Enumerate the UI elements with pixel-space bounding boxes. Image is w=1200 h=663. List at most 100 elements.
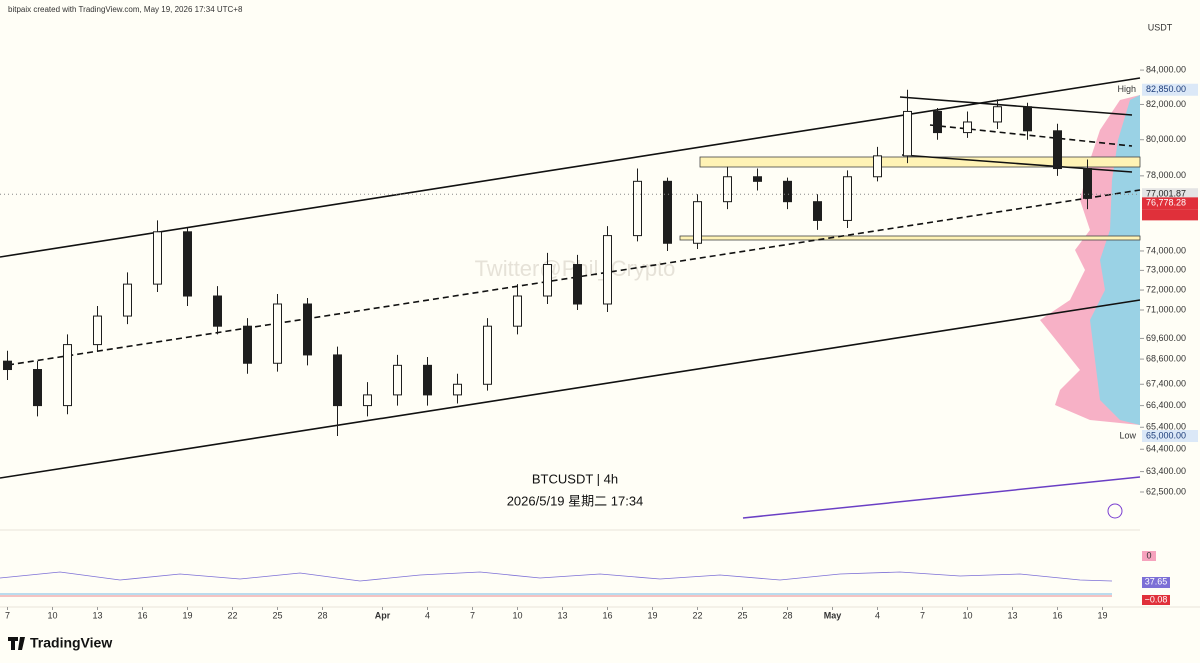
x-tick-label: 7 xyxy=(920,610,925,620)
y-tick-label: 74,000.00 xyxy=(1146,245,1186,255)
zone xyxy=(699,156,1141,168)
x-tick-label: 13 xyxy=(1007,610,1017,620)
candle-body xyxy=(633,180,642,237)
y-tick-label: 78,000.00 xyxy=(1146,170,1186,180)
x-tick-label: 16 xyxy=(1052,610,1062,620)
y-tick-label: 65,400.00 xyxy=(1146,422,1186,432)
y-tick-label: 69,600.00 xyxy=(1146,333,1186,343)
trend-line xyxy=(0,77,1141,258)
low-marker-tag: Low xyxy=(1119,430,1136,440)
y-tick-label: 73,000.00 xyxy=(1146,265,1186,275)
alert-icon[interactable] xyxy=(1107,503,1123,519)
candle-body xyxy=(183,231,192,297)
trend-line xyxy=(901,154,1133,173)
y-tick-label: 62,500.00 xyxy=(1146,486,1186,496)
x-tick-label: 25 xyxy=(272,610,282,620)
candle-body xyxy=(663,180,672,244)
x-tick-label: 16 xyxy=(137,610,147,620)
candle-body xyxy=(513,295,522,327)
trend-line xyxy=(899,96,1133,116)
candle-body xyxy=(93,315,102,346)
zone xyxy=(679,235,1141,241)
candle-body xyxy=(303,303,312,356)
macd-label: −0.08 xyxy=(1145,594,1168,604)
x-tick-label: 7 xyxy=(5,610,10,620)
candle-body xyxy=(573,264,582,305)
candle-body xyxy=(603,235,612,305)
candle-body xyxy=(243,325,252,364)
candle-body xyxy=(993,106,1002,123)
x-tick-label: 13 xyxy=(557,610,567,620)
x-tick-label: 19 xyxy=(182,610,192,620)
high-marker-label: 82,850.00 xyxy=(1146,84,1186,94)
x-tick-label: 7 xyxy=(470,610,475,620)
macd-badge xyxy=(1142,595,1170,605)
volume-profile xyxy=(1090,95,1140,425)
x-tick-label: Apr xyxy=(375,610,391,620)
candle-body xyxy=(333,354,342,407)
candle-body xyxy=(63,344,72,407)
candle-body xyxy=(933,110,942,134)
last-price-label: 76,778.28 xyxy=(1146,198,1186,208)
candle-body xyxy=(873,155,882,178)
candle-body xyxy=(153,231,162,285)
candle-body xyxy=(483,325,492,385)
y-tick-label: 82,000.00 xyxy=(1146,99,1186,109)
credit: bitpaix created with TradingView.com, Ma… xyxy=(8,5,243,14)
x-tick-label: 10 xyxy=(47,610,57,620)
candle-body xyxy=(783,180,792,203)
candle-body xyxy=(1083,168,1092,199)
high-marker-box xyxy=(1142,83,1198,96)
y-tick-label: 68,600.00 xyxy=(1146,353,1186,363)
y-tick-label: 64,400.00 xyxy=(1146,444,1186,454)
candle-body xyxy=(813,201,822,221)
x-tick-label: 28 xyxy=(782,610,792,620)
x-tick-label: 10 xyxy=(512,610,522,620)
y-tick-label: 84,000.00 xyxy=(1146,64,1186,74)
volume-label: 0 xyxy=(1146,550,1151,560)
x-tick-label: 22 xyxy=(227,610,237,620)
x-tick-label: 25 xyxy=(737,610,747,620)
high-marker-tag: High xyxy=(1117,84,1136,94)
candle-body xyxy=(723,176,732,203)
candle-body xyxy=(1053,130,1062,170)
candle-body xyxy=(363,394,372,407)
x-tick-label: 19 xyxy=(647,610,657,620)
x-tick-label: 4 xyxy=(425,610,430,620)
x-tick-label: 4 xyxy=(875,610,880,620)
candle-body xyxy=(693,201,702,244)
y-tick-label: 67,400.00 xyxy=(1146,379,1186,389)
y-unit: USDT xyxy=(1148,22,1173,32)
candle-body xyxy=(123,283,132,317)
x-tick-label: 19 xyxy=(1097,610,1107,620)
timestamp-label: 2026/5/19 星期二 17:34 xyxy=(507,493,644,508)
y-tick-label: 63,400.00 xyxy=(1146,466,1186,476)
candle-body xyxy=(903,110,912,157)
y-tick-label: 80,000.00 xyxy=(1146,134,1186,144)
y-tick-label: 72,000.00 xyxy=(1146,284,1186,294)
price-line-box xyxy=(1142,188,1198,201)
candle-body xyxy=(33,369,42,407)
candle-body xyxy=(963,121,972,134)
candle-body xyxy=(3,360,12,371)
candle-body xyxy=(273,303,282,364)
price-line-label: 77,001.87 xyxy=(1146,189,1186,199)
x-tick-label: May xyxy=(824,610,842,620)
y-tick-label: 71,000.00 xyxy=(1146,304,1186,314)
trend-line xyxy=(742,476,1141,519)
low-marker-label: 65,000.00 xyxy=(1146,430,1186,440)
oscillator-label: 37.65 xyxy=(1145,576,1168,586)
brand: TradingView xyxy=(30,635,112,651)
countdown-box xyxy=(1142,209,1198,221)
symbol-label: BTCUSDT | 4h xyxy=(532,471,618,486)
candle-body xyxy=(423,364,432,396)
oscillator-badge xyxy=(1142,577,1170,588)
x-tick-label: 28 xyxy=(317,610,327,620)
volume-badge xyxy=(1142,551,1156,561)
candle-body xyxy=(453,383,462,396)
candle-body xyxy=(1023,106,1032,132)
candle-body xyxy=(543,264,552,297)
trend-line xyxy=(0,299,1141,479)
y-tick-label: 66,400.00 xyxy=(1146,400,1186,410)
